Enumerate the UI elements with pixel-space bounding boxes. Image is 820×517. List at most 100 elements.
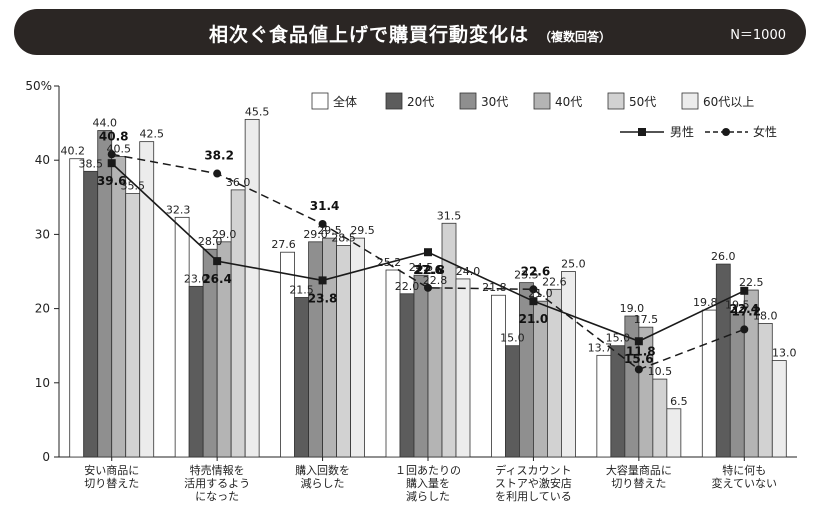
legend-label: 30代: [481, 95, 508, 109]
legend-swatch: [681, 92, 699, 110]
y-tick-label: 0: [42, 450, 50, 464]
bar: [652, 378, 668, 458]
female-value-label: 22.6: [521, 264, 551, 278]
male-value-label: 15.6: [624, 352, 654, 366]
bar: [350, 237, 365, 458]
legend-male-label: 男性: [670, 125, 694, 139]
bar-value-label: 15.0: [500, 332, 525, 345]
male-value-label: 27.6: [413, 263, 443, 277]
bar-value-label: 25.2: [377, 256, 402, 269]
bar: [111, 156, 127, 458]
title-bar: 相次ぐ食品値上げで購買行動変化は （複数回答） N＝1000: [14, 9, 806, 55]
female-point: [529, 285, 538, 294]
y-tick-label: 10: [35, 376, 50, 390]
bar-value-label: 36.0: [226, 176, 251, 189]
bar: [771, 360, 787, 458]
bar-value-label: 13.0: [772, 347, 797, 360]
bar: [125, 193, 141, 458]
bar-value-label: 15.0: [606, 332, 631, 345]
bar-value-label: 13.7: [588, 341, 613, 354]
category-label: ディスカウント: [495, 463, 571, 477]
category-label: 特に何も: [722, 463, 766, 477]
male-point: [740, 286, 749, 295]
y-tick-label: 30: [35, 227, 50, 241]
category-label: 安い商品に: [84, 463, 139, 477]
female-value-label: 17.2: [731, 304, 761, 318]
bar-value-label: 22.8: [423, 274, 448, 287]
bar: [83, 170, 99, 458]
bar-value-label: 22.5: [739, 276, 764, 289]
legend-swatch: [385, 92, 403, 110]
bar-value-label: 17.5: [634, 313, 659, 326]
bar-value-label: 31.5: [437, 209, 462, 222]
male-value-label: 22.4: [729, 302, 759, 316]
female-point: [634, 365, 643, 374]
bar: [455, 278, 471, 458]
bar: [715, 263, 731, 458]
legend-label: 全体: [333, 94, 357, 109]
female-value-label: 31.4: [310, 199, 340, 213]
bar-value-label: 19.0: [620, 302, 645, 315]
category-label: 活用するよう: [184, 477, 250, 490]
female-point: [107, 150, 116, 159]
bar: [413, 274, 429, 458]
category-label: 変えていない: [712, 476, 777, 490]
bar-value-label: 38.5: [78, 157, 103, 170]
female-value-label: 38.2: [204, 149, 234, 163]
male-point: [318, 276, 327, 285]
category-label: 特売情報を: [190, 463, 245, 477]
category-label: 大容量商品に: [606, 463, 672, 477]
legend-swatch: [607, 92, 625, 110]
bar: [188, 285, 204, 458]
bar: [69, 158, 85, 458]
category-label: になった: [195, 490, 239, 503]
female-point: [424, 283, 432, 292]
bar-value-label: 18.0: [753, 309, 778, 322]
bar-value-label: 45.5: [245, 105, 270, 118]
female-value-label: 11.8: [626, 344, 656, 358]
bar-value-label: 29.5: [317, 224, 342, 237]
category-label: 切り替えた: [84, 476, 139, 490]
sample-size: N＝1000: [730, 28, 786, 43]
bar: [427, 287, 443, 458]
bar-value-label: 23.0: [184, 272, 209, 285]
male-point: [529, 297, 538, 306]
male-value-label: 26.4: [202, 272, 232, 286]
legend-swatch: [533, 92, 551, 110]
male-point: [107, 159, 116, 168]
legend-swatch: [459, 92, 477, 110]
chart-title: 相次ぐ食品値上げで購買行動変化は （複数回答）: [14, 20, 806, 47]
bar: [385, 269, 401, 458]
bar-value-label: 44.0: [92, 117, 117, 130]
bar-value-label: 40.5: [106, 142, 131, 155]
bar: [701, 309, 717, 458]
female-value-label: 40.8: [99, 129, 129, 143]
category-label: 切り替えた: [611, 476, 666, 490]
bar-value-label: 40.2: [60, 145, 85, 158]
bar-value-label: 35.5: [120, 180, 145, 193]
bar-value-label: 28.0: [198, 235, 223, 248]
legend-label: 40代: [555, 95, 582, 109]
male-point: [634, 337, 643, 346]
bar-value-label: 21.8: [482, 281, 507, 294]
category-label: １回あたりの: [395, 464, 461, 477]
y-tick-label: 20: [35, 302, 50, 316]
y-max-label: 50%: [25, 79, 52, 93]
category-label: 減らした: [406, 489, 450, 503]
bar-value-label: 29.0: [303, 228, 328, 241]
bar-value-label: 29.5: [350, 224, 375, 237]
bar: [596, 354, 612, 458]
bar-value-label: 23.5: [514, 269, 539, 282]
bar-value-label: 24.0: [456, 265, 481, 278]
bar-value-label: 19.5: [725, 298, 750, 311]
female-point: [213, 169, 222, 178]
bar: [610, 345, 626, 458]
bar: [322, 237, 337, 458]
category-label: 購入量を: [406, 476, 450, 490]
legend-label: 60代以上: [703, 95, 754, 109]
bar: [757, 323, 773, 458]
bar-value-label: 29.0: [212, 228, 237, 241]
legend-female-label: 女性: [753, 124, 777, 139]
bar-value-label: 32.3: [166, 203, 191, 216]
